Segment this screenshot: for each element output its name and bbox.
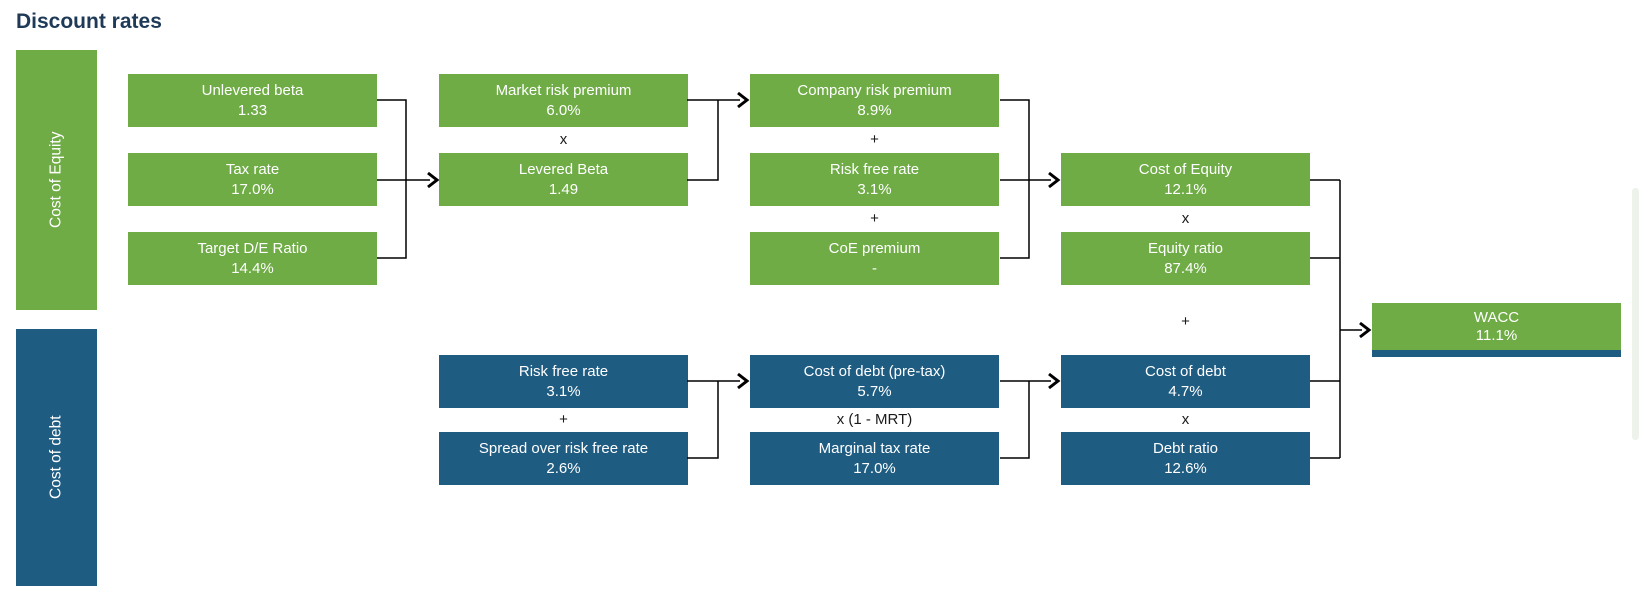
node-label: Tax rate	[226, 162, 279, 177]
node-value: 8.9%	[857, 103, 891, 118]
node-levered-beta: Levered Beta 1.49	[439, 153, 688, 206]
node-label: Company risk premium	[797, 83, 951, 98]
node-label: Cost of debt	[1145, 364, 1226, 379]
operator-multiply: x	[439, 131, 688, 149]
node-tax-rate: Tax rate 17.0%	[128, 153, 377, 206]
connector-debt-col2-collector	[687, 381, 718, 458]
connector-col1-collector	[377, 100, 406, 258]
node-equity-ratio: Equity ratio 87.4%	[1061, 232, 1310, 285]
node-value: 17.0%	[231, 182, 274, 197]
node-marginal-tax-rate: Marginal tax rate 17.0%	[750, 432, 999, 485]
node-value: 17.0%	[853, 461, 896, 476]
section-label-cost-of-equity: Cost of Equity	[16, 50, 97, 310]
node-risk-free-rate-equity: Risk free rate 3.1%	[750, 153, 999, 206]
node-label: Target D/E Ratio	[197, 241, 307, 256]
node-cost-of-debt: Cost of debt 4.7%	[1061, 355, 1310, 408]
node-label: WACC	[1474, 310, 1519, 325]
node-target-de-ratio: Target D/E Ratio 14.4%	[128, 232, 377, 285]
node-value: 14.4%	[231, 261, 274, 276]
node-label: Risk free rate	[830, 162, 919, 177]
discount-rates-diagram: Discount rates Cost of Equity Cost of de…	[0, 0, 1641, 602]
node-value: 1.49	[549, 182, 578, 197]
node-value: 3.1%	[857, 182, 891, 197]
node-company-risk-premium: Company risk premium 8.9%	[750, 74, 999, 127]
node-label: Cost of debt (pre-tax)	[804, 364, 946, 379]
operator-plus: +	[439, 411, 688, 429]
node-value: 5.7%	[857, 384, 891, 399]
node-spread-over-risk-free-rate: Spread over risk free rate 2.6%	[439, 432, 688, 485]
node-cost-of-debt-pretax: Cost of debt (pre-tax) 5.7%	[750, 355, 999, 408]
node-label: Market risk premium	[496, 83, 632, 98]
node-value: 11.1%	[1476, 328, 1517, 343]
operator-multiply: x	[1061, 210, 1310, 228]
node-market-risk-premium: Market risk premium 6.0%	[439, 74, 688, 127]
node-debt-ratio: Debt ratio 12.6%	[1061, 432, 1310, 485]
connector-debt-col3-collector	[1000, 381, 1029, 458]
page-title: Discount rates	[16, 10, 162, 34]
section-label-text: Cost of Equity	[48, 132, 66, 229]
node-label: Cost of Equity	[1139, 162, 1232, 177]
node-value: 3.1%	[546, 384, 580, 399]
section-label-text: Cost of debt	[48, 416, 66, 500]
node-value: 12.6%	[1164, 461, 1207, 476]
connector-col2-collector	[687, 100, 718, 180]
operator-mrt-formula: x (1 - MRT)	[750, 411, 999, 429]
node-label: Unlevered beta	[202, 83, 304, 98]
node-value: -	[872, 261, 877, 276]
node-value: 12.1%	[1164, 182, 1207, 197]
node-label: Equity ratio	[1148, 241, 1223, 256]
node-value: 2.6%	[546, 461, 580, 476]
node-label: Risk free rate	[519, 364, 608, 379]
node-cost-of-equity: Cost of Equity 12.1%	[1061, 153, 1310, 206]
node-label: CoE premium	[829, 241, 921, 256]
arrowhead-cod-pretax	[738, 374, 747, 388]
section-label-cost-of-debt: Cost of debt	[16, 329, 97, 586]
node-value: 87.4%	[1164, 261, 1207, 276]
connector-col3-collector	[1000, 100, 1029, 258]
node-value: 1.33	[238, 103, 267, 118]
arrowhead-levered-beta	[428, 173, 437, 187]
connector-col4-collector	[1310, 180, 1340, 458]
operator-plus: +	[750, 210, 999, 228]
node-value: 6.0%	[546, 103, 580, 118]
arrowhead-wacc	[1360, 323, 1369, 337]
operator-plus: +	[750, 131, 999, 149]
arrowhead-cost-of-debt	[1049, 374, 1058, 388]
node-value: 4.7%	[1168, 384, 1202, 399]
operator-plus: +	[1061, 313, 1310, 331]
node-label: Levered Beta	[519, 162, 608, 177]
node-coe-premium: CoE premium -	[750, 232, 999, 285]
operator-multiply: x	[1061, 411, 1310, 429]
node-risk-free-rate-debt: Risk free rate 3.1%	[439, 355, 688, 408]
node-wacc: WACC 11.1%	[1372, 303, 1621, 357]
node-label: Spread over risk free rate	[479, 441, 648, 456]
arrowhead-cost-of-equity	[1049, 173, 1058, 187]
node-unlevered-beta: Unlevered beta 1.33	[128, 74, 377, 127]
node-label: Debt ratio	[1153, 441, 1218, 456]
arrowhead-company-risk-premium	[738, 93, 747, 107]
node-label: Marginal tax rate	[819, 441, 931, 456]
scrollbar-thumb[interactable]	[1632, 188, 1639, 440]
